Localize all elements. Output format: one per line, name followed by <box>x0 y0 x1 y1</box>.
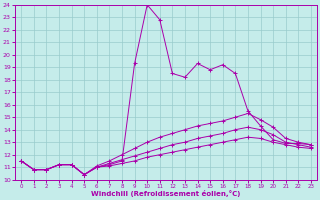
X-axis label: Windchill (Refroidissement éolien,°C): Windchill (Refroidissement éolien,°C) <box>92 190 241 197</box>
